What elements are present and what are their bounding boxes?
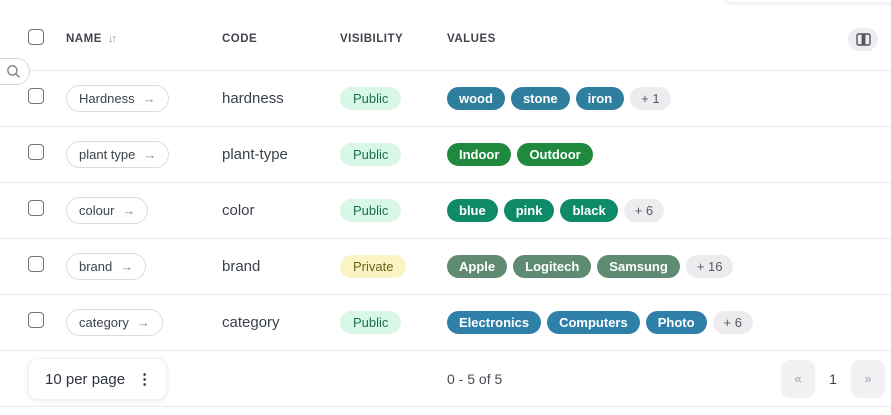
pagination: « 1 » [781,359,885,398]
table-row: category → category Public Electronics C… [0,295,891,351]
code-cell: color [222,202,255,219]
next-page-button[interactable]: » [851,359,885,398]
table-row: plant type → plant-type Public Indoor Ou… [0,127,891,183]
value-tag: Apple [447,255,508,278]
per-page-selector[interactable]: 10 per page ⋮ [28,358,168,400]
values-cell: Indoor Outdoor [447,143,848,166]
search-icon [6,64,21,79]
column-header-visibility: VISIBILITY [340,33,404,45]
values-cell: Apple Logitech Samsung + 16 [447,255,848,278]
visibility-badge: Private [340,255,407,278]
value-tag: iron [575,87,625,110]
table-row: Hardness → hardness Public wood stone ir… [0,71,891,127]
columns-icon [855,32,871,46]
value-tag: wood [447,87,505,110]
arrow-right-icon: → [120,259,134,274]
visibility-badge: Public [340,311,402,334]
attribute-name-chip[interactable]: plant type → [66,141,170,168]
attribute-name: brand [79,259,113,274]
table-row: brand → brand Private Apple Logitech Sam… [0,239,891,295]
value-tag: black [560,199,618,222]
values-cell: blue pink black + 6 [447,199,848,222]
value-tag: blue [447,199,498,222]
attribute-name-chip[interactable]: Hardness → [66,85,169,112]
row-checkbox[interactable] [28,312,44,328]
more-values-badge[interactable]: + 1 [630,87,671,110]
table-header: NAME ↓↑ CODE VISIBILITY VALUES [0,0,891,85]
value-tag: Logitech [513,255,592,278]
value-tag: pink [503,199,555,222]
name-column-label: NAME [66,33,102,45]
row-checkbox[interactable] [28,200,44,216]
attribute-name: plant type [79,147,136,162]
column-header-values: VALUES [447,33,496,45]
more-values-badge[interactable]: + 6 [712,311,753,334]
value-tag: stone [510,87,570,110]
columns-settings-button[interactable] [848,27,878,51]
more-values-badge[interactable]: + 16 [685,255,734,278]
column-header-name[interactable]: NAME ↓↑ [66,33,222,45]
visibility-badge: Public [340,87,402,110]
value-tag: Computers [547,311,640,334]
attribute-name-chip[interactable]: colour → [66,197,149,224]
prev-page-button[interactable]: « [781,359,815,398]
per-page-label: 10 per page [45,370,126,388]
value-tag: Electronics [447,311,542,334]
arrow-right-icon: → [143,147,157,162]
search-toggle[interactable] [0,58,30,85]
code-cell: category [222,314,280,331]
attribute-name-chip[interactable]: brand → [66,253,147,280]
column-header-code: CODE [222,33,258,45]
value-tag: Outdoor [517,143,593,166]
value-tag: Samsung [597,255,680,278]
values-cell: wood stone iron + 1 [447,87,848,110]
table-footer: 10 per page ⋮ 0 - 5 of 5 « 1 » [0,351,891,407]
attribute-name: colour [79,203,115,218]
visibility-badge: Public [340,199,402,222]
arrow-right-icon: → [142,91,156,106]
value-tag: Photo [645,311,707,334]
sort-icon[interactable]: ↓↑ [107,33,117,45]
row-checkbox[interactable] [28,256,44,272]
table-row: colour → color Public blue pink black + … [0,183,891,239]
more-values-badge[interactable]: + 6 [623,199,665,222]
row-checkbox[interactable] [28,88,44,104]
attribute-name: Hardness [79,91,135,106]
arrow-right-icon: → [136,315,150,330]
code-cell: brand [222,258,261,275]
row-checkbox[interactable] [28,144,44,160]
results-range: 0 - 5 of 5 [447,370,503,387]
attribute-name: category [79,315,129,330]
values-cell: Electronics Computers Photo + 6 [447,311,848,334]
arrow-right-icon: → [122,203,136,218]
attribute-name-chip[interactable]: category → [66,309,163,336]
code-cell: plant-type [222,146,288,163]
visibility-badge: Public [340,143,402,166]
current-page-number: 1 [829,370,837,387]
select-all-checkbox[interactable] [28,28,44,45]
value-tag: Indoor [447,143,512,166]
kebab-menu-icon[interactable]: ⋮ [137,370,153,388]
code-cell: hardness [222,90,284,107]
